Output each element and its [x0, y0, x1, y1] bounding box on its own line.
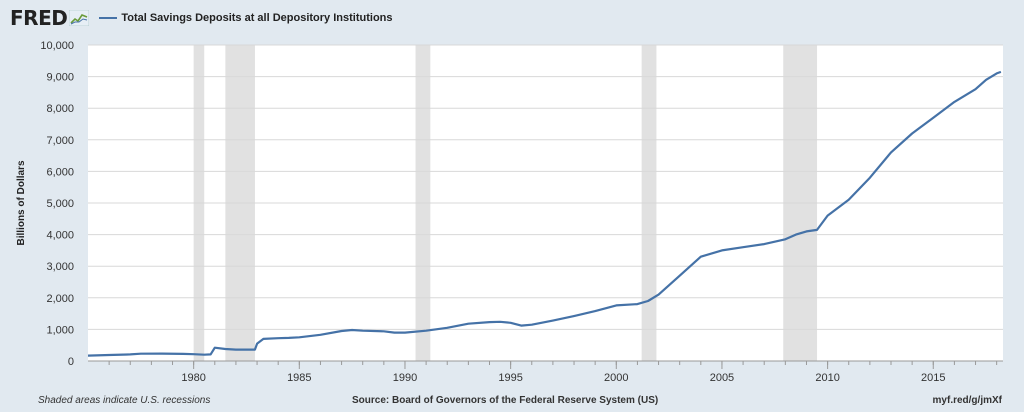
source-note: Source: Board of Governors of the Federa…	[352, 395, 659, 406]
legend-label: Total Savings Deposits at all Depository…	[121, 12, 393, 24]
fred-logo[interactable]: FRED	[10, 6, 68, 30]
y-tick-label: 10,000	[40, 40, 74, 52]
y-tick-label: 9,000	[46, 72, 74, 84]
x-tick-label: 2005	[710, 372, 734, 384]
x-tick-label: 1985	[287, 372, 311, 384]
y-tick-label: 6,000	[46, 166, 74, 178]
chart-header: FRED Total Savings Deposits at all Depos…	[10, 6, 393, 30]
y-tick-label: 3,000	[46, 261, 74, 273]
fred-chart-badge-icon	[69, 10, 90, 26]
y-tick-label: 8,000	[46, 103, 74, 115]
x-tick-label: 2000	[604, 372, 628, 384]
recession-note: Shaded areas indicate U.S. recessions	[38, 395, 211, 406]
x-tick-label: 1990	[393, 372, 417, 384]
x-tick-label: 1995	[498, 372, 522, 384]
y-axis-title: Billions of Dollars	[16, 160, 27, 245]
y-tick-label: 7,000	[46, 135, 74, 147]
legend-swatch	[99, 17, 118, 19]
y-tick-label: 1,000	[46, 324, 74, 336]
y-tick-label: 5,000	[46, 198, 74, 210]
x-tick-label: 1980	[181, 372, 205, 384]
y-tick-label: 0	[68, 356, 74, 368]
series-line	[87, 70, 1002, 357]
legend: Total Savings Deposits at all Depository…	[99, 12, 393, 24]
short-url-link[interactable]: myf.red/g/jmXf	[932, 395, 1002, 406]
x-tick-label: 2010	[815, 372, 839, 384]
x-tick-label: 2015	[921, 372, 945, 384]
y-tick-label: 2,000	[46, 293, 74, 305]
y-tick-label: 4,000	[46, 230, 74, 242]
